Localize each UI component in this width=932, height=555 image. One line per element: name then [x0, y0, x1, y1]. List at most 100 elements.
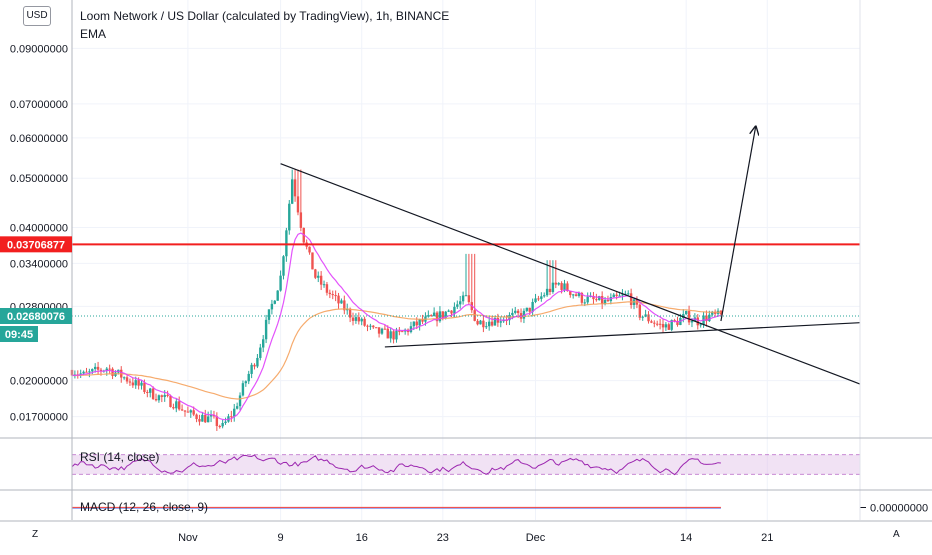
candle-body — [551, 282, 555, 292]
candle-body — [664, 324, 668, 328]
currency-button[interactable]: USD — [23, 6, 51, 26]
candle-body — [276, 290, 279, 301]
candle-body — [105, 368, 108, 371]
candle-body — [696, 317, 699, 326]
x-tick-label: 16 — [356, 532, 368, 544]
rsi-pane — [71, 454, 860, 476]
rsi-line — [71, 454, 721, 476]
candle-body — [432, 312, 436, 317]
candle-body — [99, 369, 103, 372]
candle-body — [149, 388, 152, 393]
candle-body — [514, 310, 517, 313]
macd-zero-label: 0.00000000 — [870, 503, 928, 515]
candle-body — [557, 283, 560, 285]
ema-slow-line — [72, 301, 721, 400]
candle-body — [661, 324, 665, 328]
candle-body — [427, 315, 430, 317]
candle-body — [438, 311, 442, 322]
ema-indicator-label[interactable]: EMA — [80, 27, 107, 41]
x-tick-label: Dec — [526, 532, 546, 544]
candle-body — [322, 284, 326, 286]
candle-body — [711, 311, 714, 315]
candle-body — [673, 320, 676, 322]
macd-title[interactable]: MACD (12, 26, close, 9) — [80, 500, 209, 514]
candle-body — [528, 307, 531, 312]
candle-body — [571, 294, 575, 296]
candle-body — [395, 330, 398, 340]
candle-body — [166, 394, 169, 396]
drawing-tools[interactable] — [72, 126, 861, 385]
candle-body — [516, 310, 520, 314]
candle-body — [337, 295, 340, 304]
y-tick-label: 0.09000000 — [10, 43, 68, 55]
candle-body — [360, 318, 363, 322]
y-tick-label: 0.05000000 — [10, 173, 68, 185]
x-tick-label: 21 — [761, 532, 773, 544]
candle-body — [502, 319, 505, 322]
candle-body — [308, 246, 311, 253]
ema-lines — [71, 232, 721, 421]
candle-body — [456, 304, 459, 307]
y-tick-label: 0.07000000 — [10, 99, 68, 111]
candle-body — [143, 382, 146, 392]
candle-body — [386, 328, 389, 339]
candle-body — [328, 292, 332, 295]
candle-body — [334, 295, 337, 297]
log-scale-toggle[interactable]: Z — [32, 529, 39, 540]
candle-body — [262, 339, 265, 348]
candle-body — [163, 394, 166, 397]
candle-body — [479, 320, 482, 325]
candle-body — [288, 203, 291, 231]
y-tick-label: 0.01700000 — [10, 412, 68, 424]
candle-body — [595, 299, 598, 301]
candle-body — [180, 409, 184, 411]
price-axis[interactable]: 0.09000000 0.07000000 0.06000000 0.05000000… — [0, 43, 72, 424]
candle-body — [108, 368, 111, 370]
candle-body — [566, 283, 569, 292]
candle-body — [603, 299, 607, 305]
candle-body — [93, 366, 97, 370]
candle-body — [598, 296, 601, 301]
candle-body — [314, 269, 317, 278]
candle-body — [537, 298, 540, 300]
candle-body — [487, 321, 491, 327]
candle-body — [369, 325, 372, 327]
candle-body — [354, 317, 358, 321]
candle-body — [525, 307, 529, 311]
candle-body — [238, 395, 242, 407]
candle-body — [282, 256, 285, 276]
candle-body — [650, 321, 653, 323]
candle-body — [325, 284, 329, 293]
candle-body — [351, 317, 355, 321]
candle-body — [230, 416, 233, 418]
candle-body — [189, 410, 192, 413]
candle-body — [154, 399, 158, 401]
candle-body — [122, 377, 126, 379]
candle-body — [331, 294, 334, 296]
candle-body — [201, 414, 204, 422]
candle-body — [519, 313, 523, 319]
candle-body — [540, 296, 543, 299]
descending-trendline — [280, 163, 861, 385]
candle-body — [172, 407, 175, 409]
candle-body — [259, 347, 262, 358]
candle-body — [186, 411, 190, 413]
candle-body — [250, 364, 253, 374]
candle-body — [563, 283, 566, 290]
candle-body — [241, 383, 245, 396]
resistance-price-tag: 0.03706877 — [0, 236, 72, 253]
candle-body — [285, 230, 288, 257]
candle-body — [125, 377, 129, 382]
y-tick-label: 0.03400000 — [10, 258, 68, 270]
candle-body — [137, 380, 140, 386]
candle-body — [485, 326, 488, 328]
candle-body — [699, 324, 702, 326]
candle-body — [499, 321, 502, 323]
time-axis[interactable]: Nov 9 16 23 Dec 14 21 — [178, 532, 773, 544]
candle-body — [374, 327, 378, 329]
candle-body — [583, 302, 586, 304]
rsi-title[interactable]: RSI (14, close) — [80, 450, 160, 464]
auto-scale-toggle[interactable]: A — [893, 529, 900, 540]
candle-body — [430, 315, 433, 317]
